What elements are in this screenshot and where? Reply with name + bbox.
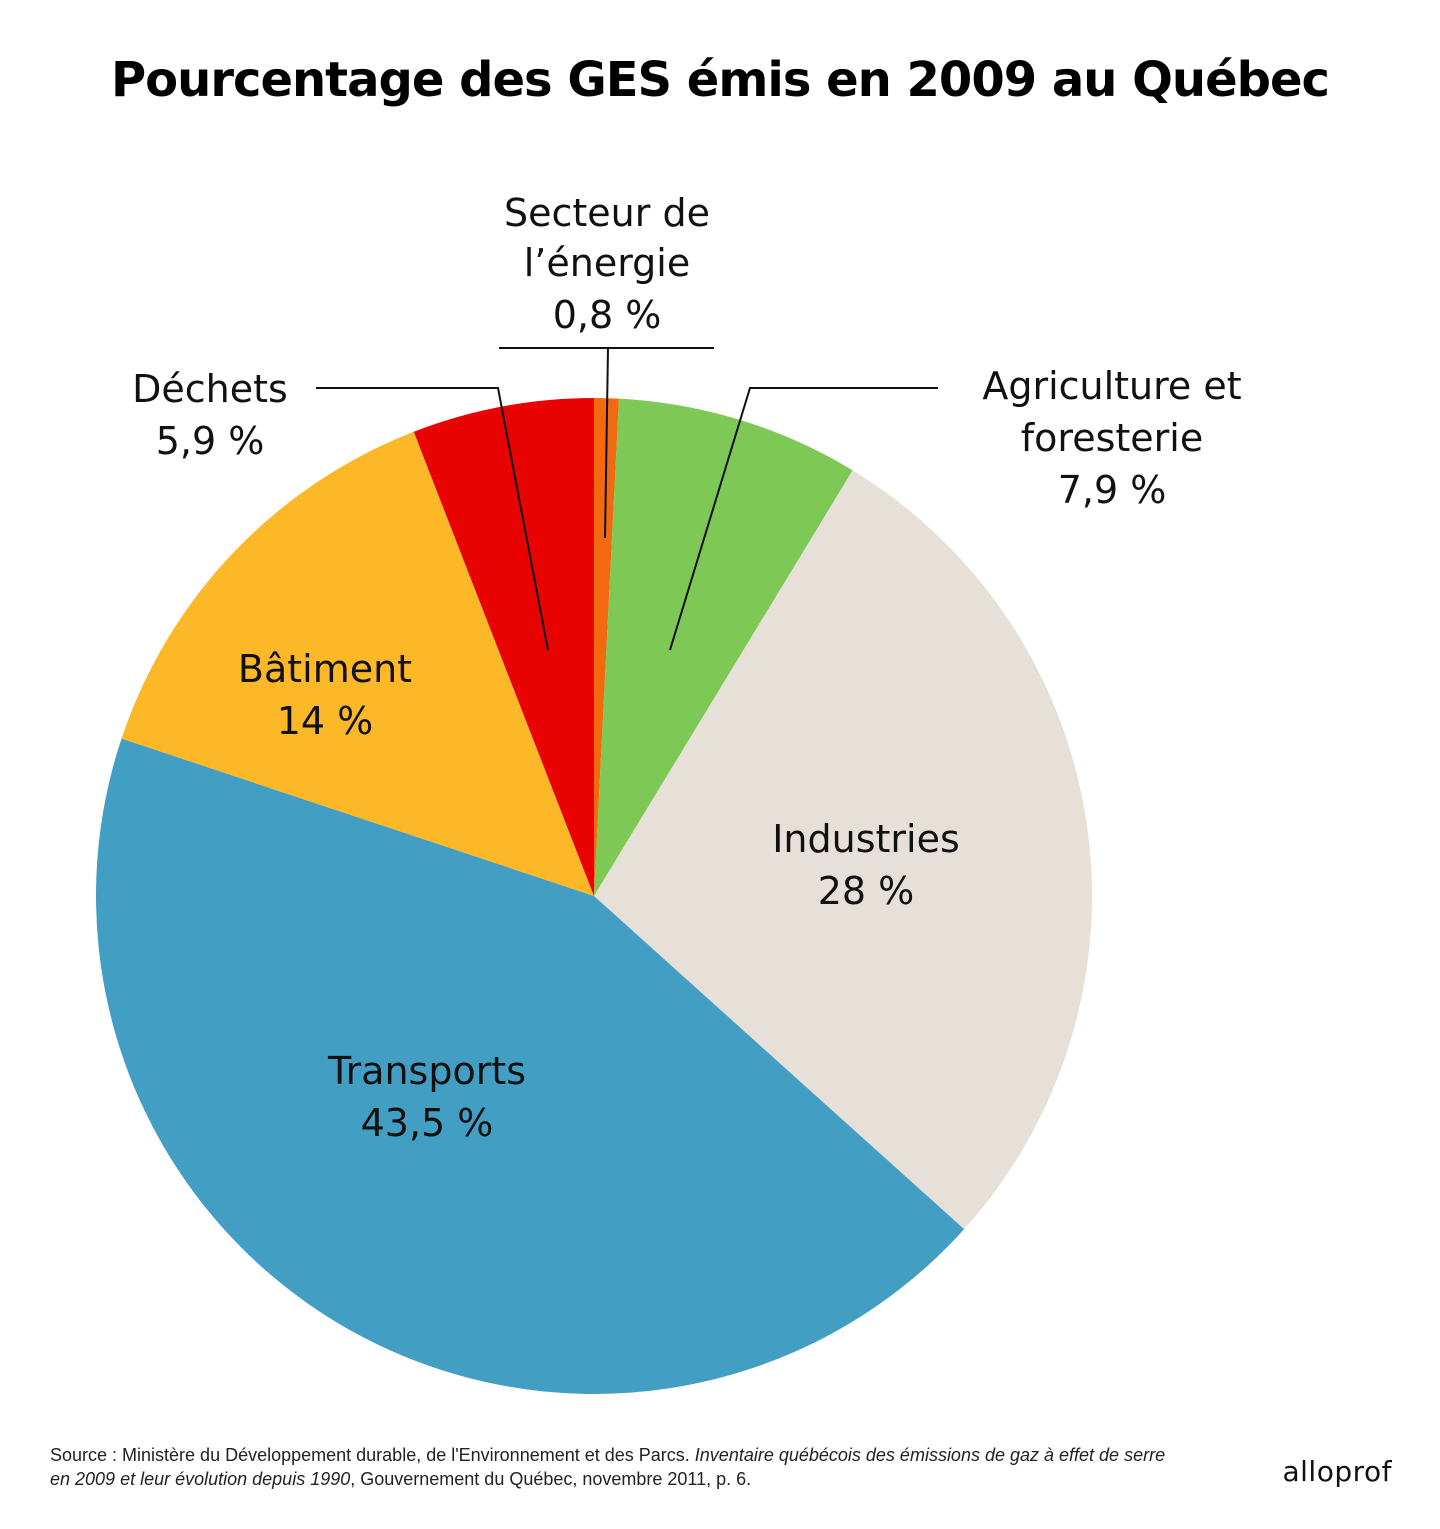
pie-slice-batiment <box>121 431 595 896</box>
leader-lines <box>316 347 938 651</box>
alloprof-logo: alloprof <box>1282 1455 1392 1488</box>
value-dechets: 5,9 % <box>156 419 265 463</box>
pie-slice-transports <box>96 738 965 1394</box>
label-agriculture-line1: Agriculture et <box>982 364 1241 408</box>
value-batiment: 14 % <box>277 699 374 743</box>
slice-labels: Secteur de l’énergie 0,8 % Agriculture e… <box>132 191 1242 1145</box>
label-industries: Industries <box>772 817 960 861</box>
value-industries: 28 % <box>818 869 915 913</box>
label-energie-line2: l’énergie <box>524 241 691 285</box>
source-title: Inventaire québécois des émissions de ga… <box>50 1445 1166 1489</box>
source-prefix: Source : Ministère du Développement dura… <box>50 1445 695 1465</box>
label-batiment: Bâtiment <box>238 647 412 691</box>
source-citation: Source : Ministère du Développement dura… <box>50 1443 1170 1491</box>
source-suffix: , Gouvernement du Québec, novembre 2011,… <box>350 1469 752 1489</box>
label-dechets: Déchets <box>132 367 288 411</box>
chart-title: Pourcentage des GES émis en 2009 au Québ… <box>110 52 1330 108</box>
label-transports: Transports <box>327 1049 526 1093</box>
pie-slice-energie <box>594 398 619 896</box>
pie-slices <box>96 398 1092 1394</box>
pie-slice-agriculture <box>594 398 853 896</box>
label-agriculture-line2: foresterie <box>1021 416 1203 460</box>
value-energie: 0,8 % <box>553 293 662 337</box>
pie-slice-dechets <box>413 398 594 896</box>
value-agriculture: 7,9 % <box>1058 468 1167 512</box>
leader-line-dechets <box>316 387 549 651</box>
leader-line-agriculture <box>669 387 938 651</box>
value-transports: 43,5 % <box>361 1101 494 1145</box>
leader-line-energie-vertical <box>604 347 609 539</box>
pie-slice-industries <box>594 470 1092 1230</box>
label-energie-line1: Secteur de <box>504 191 710 235</box>
